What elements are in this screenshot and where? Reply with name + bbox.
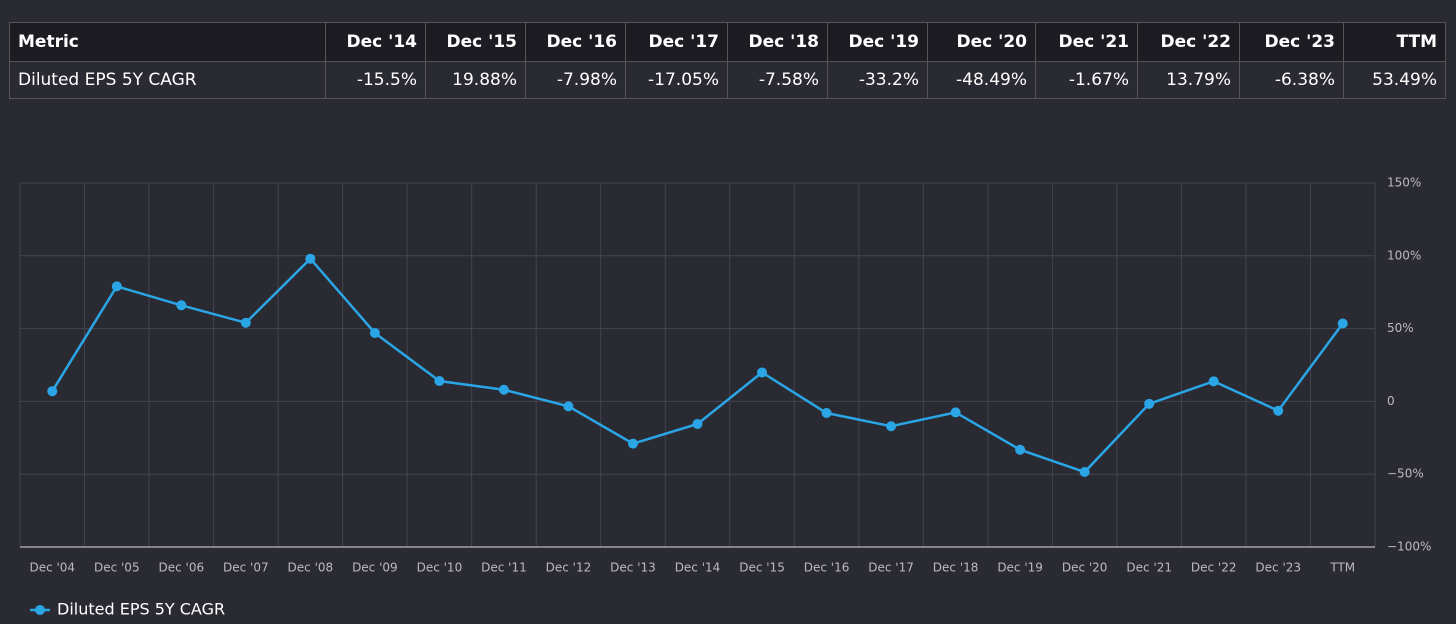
table-cell: Diluted EPS 5Y CAGR xyxy=(9,61,326,99)
x-tick-label: Dec '22 xyxy=(1191,561,1237,575)
point xyxy=(692,418,703,429)
header-cell: Metric xyxy=(9,22,326,62)
table-cell: 53.49% xyxy=(1343,61,1446,99)
header-cell: Dec '17 xyxy=(625,22,728,62)
x-tick-label: Dec '15 xyxy=(739,561,785,575)
y-tick-label: 50% xyxy=(1387,321,1414,335)
x-tick-label: Dec '13 xyxy=(610,561,656,575)
x-tick-label: Dec '05 xyxy=(94,561,140,575)
table-cell: -48.49% xyxy=(927,61,1036,99)
x-tick-label: Dec '11 xyxy=(481,561,527,575)
point xyxy=(305,253,316,264)
point xyxy=(47,386,58,397)
point xyxy=(498,384,509,395)
header-cell: Dec '23 xyxy=(1239,22,1344,62)
x-tick-label: Dec '23 xyxy=(1255,561,1301,575)
x-tick-label: Dec '21 xyxy=(1126,561,1172,575)
x-tick-label: Dec '17 xyxy=(868,561,914,575)
x-tick-label: Dec '12 xyxy=(546,561,592,575)
point xyxy=(434,376,445,387)
point xyxy=(886,421,897,432)
x-tick-label: Dec '10 xyxy=(417,561,463,575)
y-tick-label: −100% xyxy=(1387,540,1431,554)
table-cell: 19.88% xyxy=(425,61,526,99)
point xyxy=(757,367,768,378)
header-cell: Dec '18 xyxy=(727,22,828,62)
point xyxy=(1337,318,1348,329)
table-cell: -33.2% xyxy=(827,61,928,99)
table-body: Diluted EPS 5Y CAGR -15.5% 19.88% -7.98% -17… xyxy=(9,61,1446,99)
header-cell: Dec '19 xyxy=(827,22,928,62)
point xyxy=(1015,444,1026,455)
table-cell: -15.5% xyxy=(325,61,426,99)
header-cell: Dec '20 xyxy=(927,22,1036,62)
line xyxy=(51,256,1344,474)
header-cell: Dec '22 xyxy=(1137,22,1240,62)
table-cell: -6.38% xyxy=(1239,61,1344,99)
point xyxy=(950,407,961,418)
point xyxy=(1208,376,1219,387)
x-tick-label: Dec '16 xyxy=(804,561,850,575)
legend-label: Diluted EPS 5Y CAGR xyxy=(57,600,225,619)
x-tick-label: Dec '09 xyxy=(352,561,398,575)
table-row: Diluted EPS 5Y CAGR -15.5% 19.88% -7.98% -17… xyxy=(9,61,1446,99)
header-cell: Dec '21 xyxy=(1035,22,1138,62)
table-cell: -1.67% xyxy=(1035,61,1138,99)
y-tick-label: 0 xyxy=(1387,394,1395,408)
point xyxy=(176,300,187,311)
point xyxy=(563,401,574,412)
y-tick-label: −50% xyxy=(1387,467,1424,481)
table-cell: -7.98% xyxy=(525,61,626,99)
x-tick-label: Dec '18 xyxy=(933,561,979,575)
x-tick-label: Dec '19 xyxy=(997,561,1043,575)
x-tick-label: Dec '08 xyxy=(288,561,334,575)
point xyxy=(369,327,380,338)
y-tick-label: 150% xyxy=(1387,176,1421,190)
y-tick-label: 100% xyxy=(1387,248,1421,262)
x-tick-label: Dec '20 xyxy=(1062,561,1108,575)
legend-marker xyxy=(35,605,45,615)
x-tick-label: Dec '06 xyxy=(159,561,205,575)
table-cell: 13.79% xyxy=(1137,61,1240,99)
header-cell: TTM xyxy=(1343,22,1446,62)
point xyxy=(111,281,122,292)
point xyxy=(1273,405,1284,416)
point xyxy=(240,317,251,328)
header-cell: Dec '16 xyxy=(525,22,626,62)
x-tick-label: Dec '07 xyxy=(223,561,269,575)
point xyxy=(1144,398,1155,409)
header-row: Metric Dec '14 Dec '15 Dec '16 Dec '17 Dec '1… xyxy=(9,22,1446,62)
x-tick-label: TTM xyxy=(1329,561,1355,575)
x-tick-label: Dec '14 xyxy=(675,561,721,575)
point xyxy=(821,408,832,419)
point xyxy=(1079,467,1090,478)
x-tick-label: Dec '04 xyxy=(29,561,75,575)
data-table: Metric Dec '14 Dec '15 Dec '16 Dec '17 Dec '1… xyxy=(9,22,1446,99)
point xyxy=(627,438,638,449)
